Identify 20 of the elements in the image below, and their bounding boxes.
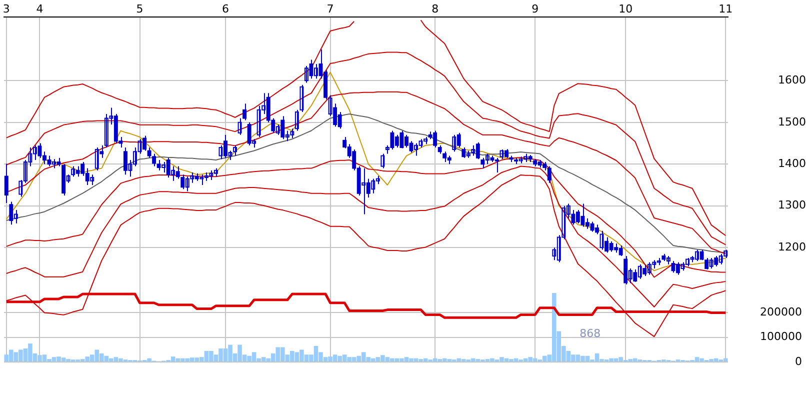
x-tick-label: 10 [618, 2, 633, 16]
y-tick-label: 1400 [778, 156, 806, 170]
y-tick-label: 1500 [778, 115, 806, 128]
y2-tick-label: 0 [795, 354, 802, 368]
x-tick-label: 11 [718, 2, 733, 16]
y2-tick-label: 100000 [760, 330, 802, 344]
y2-tick-label: 200000 [760, 306, 802, 319]
x-tick-label: 5 [136, 2, 144, 16]
x-tick-label: 4 [36, 2, 44, 16]
x-tick-label: 7 [326, 2, 334, 16]
x-tick-label: 3 [2, 2, 10, 16]
y-tick-label: 1200 [778, 240, 806, 254]
x-tick-label: 9 [532, 2, 539, 16]
annotation: 868 [580, 326, 601, 340]
y-tick-label: 1300 [778, 198, 806, 212]
candlestick [233, 144, 237, 156]
candlestick [380, 153, 385, 169]
y-tick-label: 1600 [778, 74, 806, 87]
x-tick-label: 6 [222, 2, 229, 16]
x-tick-label: 8 [432, 2, 439, 16]
